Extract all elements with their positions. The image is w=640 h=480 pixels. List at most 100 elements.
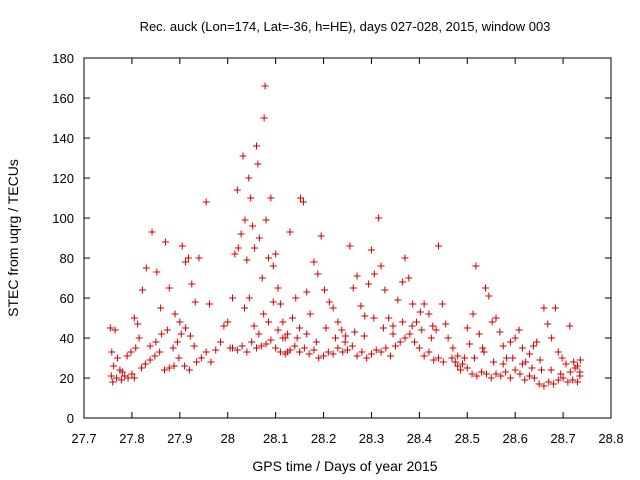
data-point [381,286,389,294]
data-point [454,362,462,370]
data-point [480,348,488,356]
x-tick-label: 28.6 [503,431,528,446]
data-point [564,378,572,386]
data-point [317,232,325,240]
data-point [332,334,340,342]
data-point [569,376,577,384]
data-point [134,320,142,328]
data-point [146,356,154,364]
data-point [177,330,185,338]
data-point [470,354,478,362]
data-point [518,344,526,352]
data-point [249,222,257,230]
data-point [229,344,237,352]
data-point [293,334,301,342]
data-point [412,318,420,326]
data-point [526,350,534,358]
data-point [372,346,380,354]
y-tick-label: 20 [60,371,74,386]
data-point [184,254,192,262]
data-point [325,298,333,306]
data-point [339,348,347,356]
data-point [248,338,256,346]
data-point [425,310,433,318]
data-point [558,354,566,362]
data-point [233,186,241,194]
data-point [408,322,416,330]
data-point [357,302,365,310]
data-point [406,330,414,338]
data-point [415,344,423,352]
plot-frame [83,57,612,419]
data-point [310,346,318,354]
data-point [570,358,578,366]
data-point [286,346,294,354]
data-point [554,376,562,384]
data-point [233,346,241,354]
data-point [224,318,232,326]
data-point [173,338,181,346]
data-point [509,354,517,362]
data-point [394,296,402,304]
data-point [387,352,395,360]
data-point [241,216,249,224]
data-point [518,360,526,368]
y-tick-label: 60 [60,291,74,306]
data-point [365,280,373,288]
data-point [521,376,529,384]
data-point [472,262,480,270]
data-point [451,358,459,366]
data-point [416,308,424,316]
data-point [284,330,292,338]
data-point [454,352,462,360]
data-point [375,214,383,222]
x-tick-label: 27.8 [119,431,144,446]
data-point [314,270,322,278]
data-point [297,194,305,202]
data-point [123,352,131,360]
x-tick-label: 28.2 [311,431,336,446]
data-point [528,364,536,372]
data-point [379,324,387,332]
data-point [492,370,500,378]
data-point [190,342,198,350]
data-point [377,262,385,270]
data-point [389,330,397,338]
data-point [292,294,300,302]
data-point [250,322,258,330]
data-point [195,254,203,262]
data-point [156,348,164,356]
data-point [260,114,268,122]
data-point [186,332,194,340]
data-point [130,374,138,382]
data-point [113,374,121,382]
data-point [481,284,489,292]
data-point [137,364,145,372]
data-point [128,370,136,378]
data-point [206,300,214,308]
data-point [458,360,466,368]
x-axis-label: GPS time / Days of year 2015 [252,458,437,474]
data-point [153,268,161,276]
data-point [348,342,356,350]
data-point [231,250,239,258]
data-point [252,142,260,150]
data-point [117,376,125,384]
data-point [300,344,308,352]
data-point [469,310,477,318]
data-point [554,348,562,356]
x-tick-label: 28.7 [550,431,575,446]
data-point [171,310,179,318]
data-point [427,334,435,342]
data-point [533,338,541,346]
data-point [106,324,114,332]
data-point [114,354,122,362]
data-point [146,342,154,350]
data-point [202,348,210,356]
data-point [296,324,304,332]
data-point [411,338,419,346]
data-point [161,238,169,246]
data-point [243,348,251,356]
data-point [118,368,126,376]
